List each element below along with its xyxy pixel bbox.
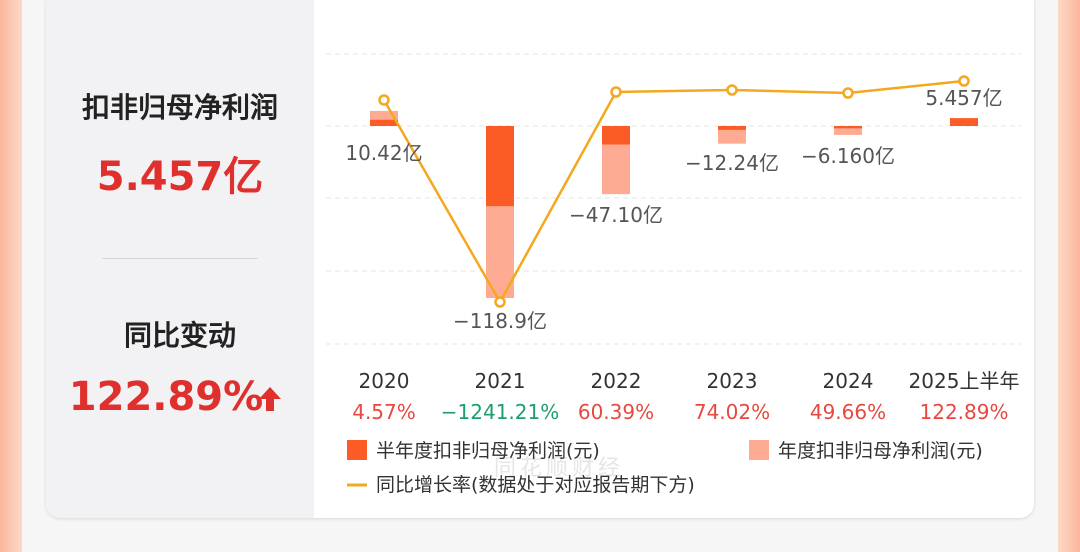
half-year-bar — [602, 126, 630, 145]
up-arrow-icon — [259, 387, 281, 411]
category-label: 2025上半年 — [909, 369, 1020, 393]
growth-label: 122.89% — [920, 400, 1009, 424]
value-label: −12.24亿 — [685, 151, 779, 175]
growth-label: −1241.21% — [441, 400, 559, 424]
value-label: −118.9亿 — [453, 309, 547, 333]
right-edge-gradient — [1058, 0, 1080, 552]
value-label: 10.42亿 — [345, 141, 422, 165]
watermark: 同花顺财经 — [494, 456, 625, 481]
annual-bar — [718, 126, 746, 144]
growth-label: 74.02% — [694, 400, 770, 424]
half-year-bar — [486, 126, 514, 207]
category-label: 2020 — [359, 369, 410, 393]
growth-line — [382, 79, 965, 304]
growth-point — [842, 87, 854, 99]
growth-point — [726, 84, 738, 96]
growth-label: 4.57% — [352, 400, 416, 424]
left-edge-gradient — [0, 0, 22, 552]
half-year-bar — [370, 119, 398, 126]
growth-point — [610, 86, 622, 98]
half-year-bar — [950, 118, 978, 126]
summary-divider — [102, 258, 258, 259]
annual-bar — [834, 126, 862, 135]
category-label: 2024 — [823, 369, 874, 393]
category-label: 2022 — [591, 369, 642, 393]
summary-panel: 扣非归母净利润 5.457亿 同比变动 122.89% — [46, 0, 314, 518]
growth-label: 60.39% — [578, 400, 654, 424]
half-year-bar — [834, 126, 862, 129]
legend-swatch-annual — [749, 440, 769, 460]
category-label: 2021 — [475, 369, 526, 393]
growth-point — [494, 296, 506, 308]
metric-label: 扣非归母净利润 — [81, 91, 278, 124]
growth-point — [958, 75, 970, 87]
growth-point — [378, 94, 390, 106]
legend-label-growth: 同比增长率(数据处于对应报告期下方) — [376, 474, 695, 496]
value-label: −47.10亿 — [569, 203, 663, 227]
profit-card: 扣非归母净利润 5.457亿 同比变动 122.89% 同花顺财经 — [46, 0, 1034, 518]
legend-swatch-half-year — [347, 440, 367, 460]
legend-label-half-year: 半年度扣非归母净利润(元) — [376, 440, 600, 462]
value-label: −6.160亿 — [801, 144, 895, 168]
change-value: 122.89% — [68, 374, 264, 420]
change-label: 同比变动 — [123, 319, 236, 352]
half-year-bar — [718, 126, 746, 130]
metric-value: 5.457亿 — [96, 154, 264, 200]
legend-label-annual: 年度扣非归母净利润(元) — [778, 440, 983, 462]
growth-label: 49.66% — [810, 400, 886, 424]
category-label: 2023 — [707, 369, 758, 393]
value-label: 5.457亿 — [925, 86, 1002, 110]
